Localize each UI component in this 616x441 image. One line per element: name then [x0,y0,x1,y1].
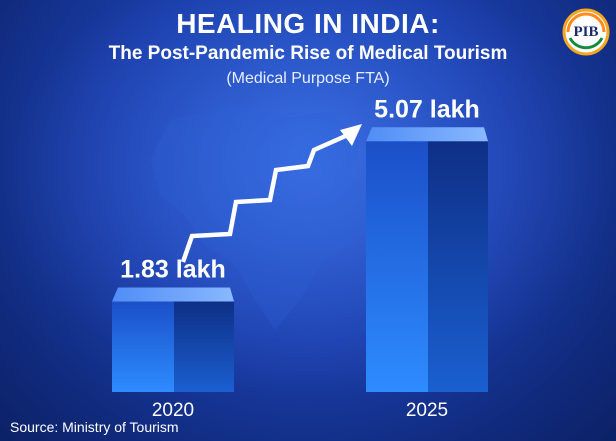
bar-2020 [112,287,234,392]
metric-caption: (Medical Purpose FTA) [226,70,390,87]
bar-front-2025 [366,141,428,392]
india-map-silhouette-icon [150,105,380,330]
bar-front-2020 [112,301,174,392]
bar-top-2020 [112,287,234,302]
bar-2025 [366,127,488,392]
category-label-2020: 2020 [152,400,194,421]
bar-side-2025 [428,141,488,392]
pib-logo-icon: PIB [562,8,610,56]
page-title: HEALING IN INDIA: [176,8,440,39]
trend-arrow-head-icon [340,124,362,146]
value-label-2025: 5.07 lakh [374,95,480,123]
category-label-2025: 2025 [406,400,448,421]
value-label-2020: 1.83 lakh [120,255,226,283]
trend-arrow-line [180,131,351,263]
page-subtitle: The Post-Pandemic Rise of Medical Touris… [108,43,508,64]
source-note: Source: Ministry of Tourism [10,419,179,435]
pib-logo-text: PIB [573,24,598,40]
bar-top-2025 [366,127,488,142]
bar-side-2020 [174,301,234,392]
